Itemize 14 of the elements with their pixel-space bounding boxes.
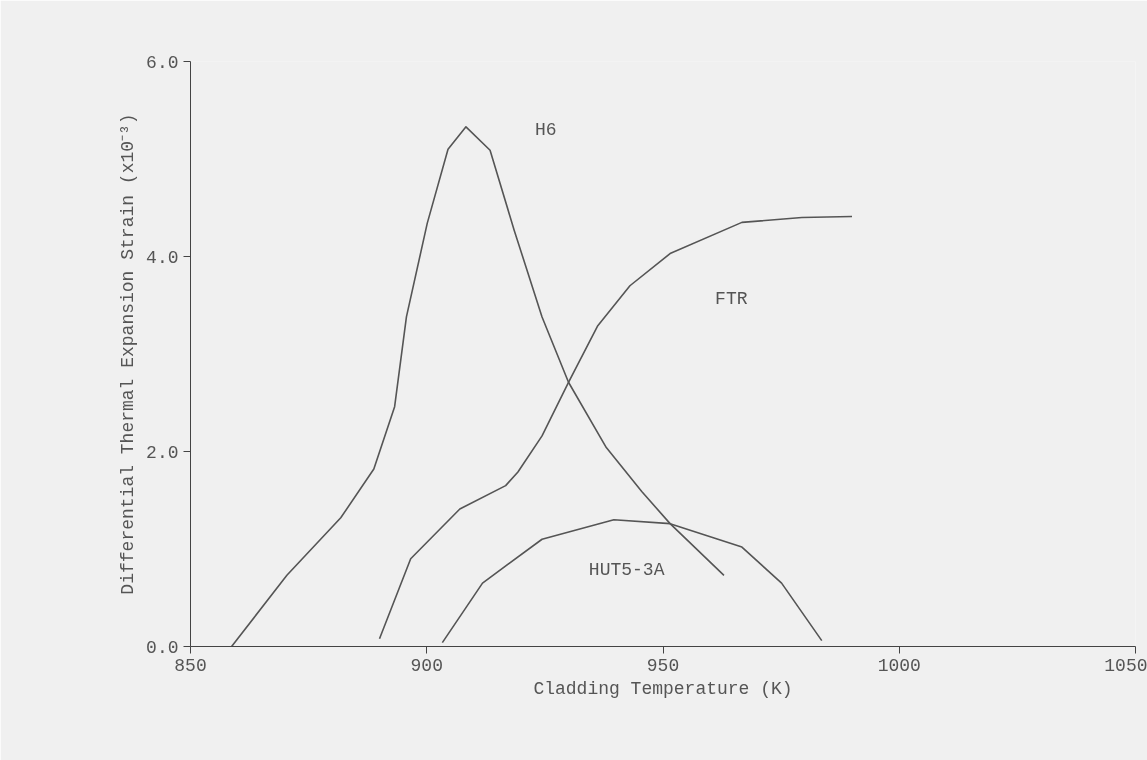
y-tick-label: 4.0: [146, 247, 179, 268]
x-axis-title: Cladding Temperature (K): [533, 678, 793, 699]
series-label: HUT5-3A: [588, 559, 665, 580]
y-tick-label: 0.0: [146, 637, 179, 658]
x-tick-label: 950: [646, 655, 680, 676]
y-tick-label: 2.0: [146, 442, 179, 463]
text: H6: [535, 120, 557, 141]
y-axis-title: Differential Thermal Expansion Strain (x10⁻³): [118, 113, 139, 595]
text: FTR: [715, 288, 748, 309]
x-tick-label: 1050: [1104, 655, 1147, 676]
x-tick-label: 850: [174, 655, 207, 676]
x-tick-label: 1000: [877, 655, 921, 676]
y-tick-label: 6.0: [146, 52, 179, 73]
x-tick-label: 900: [410, 655, 443, 676]
